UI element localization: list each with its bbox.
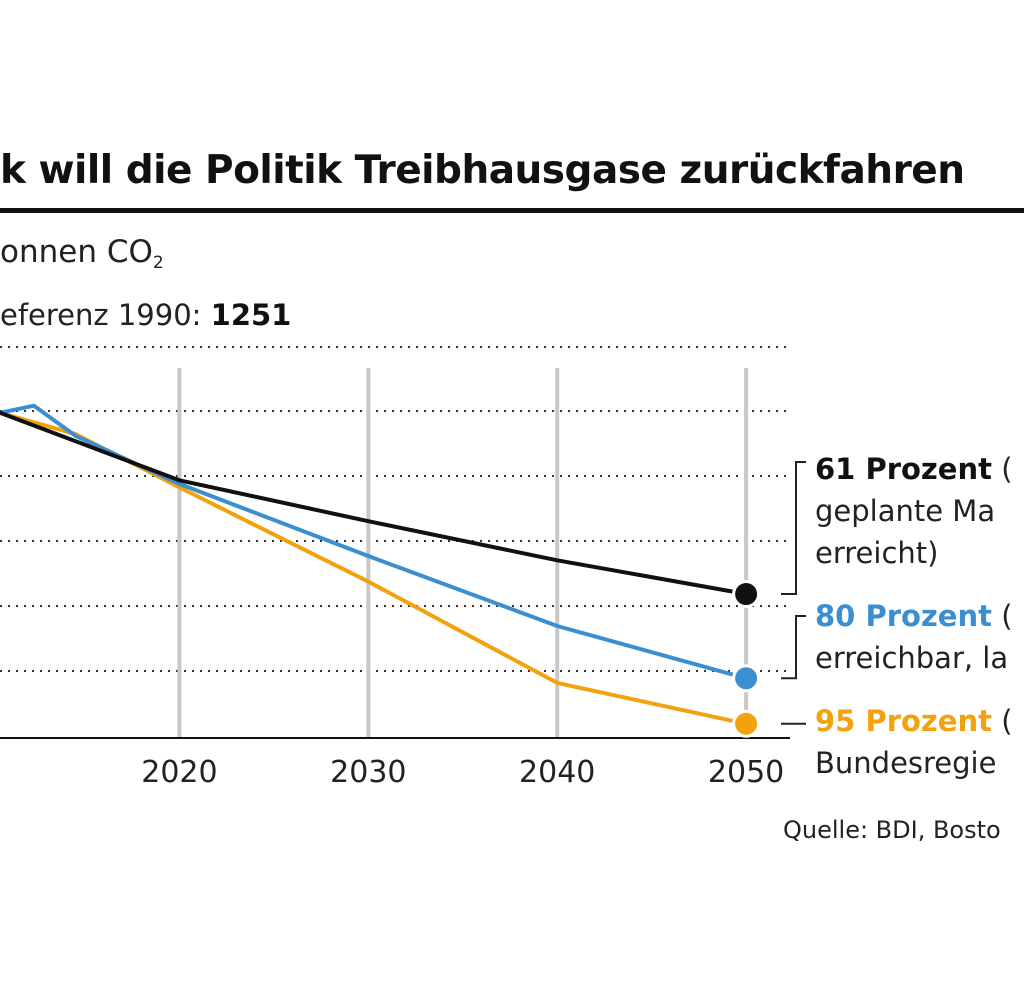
unit-subscript: 2	[152, 253, 164, 273]
series-end-marker-s61	[735, 583, 758, 606]
series-line-s80	[0, 403, 749, 681]
label-61-suffix: (	[992, 452, 1013, 486]
reference-label: eferenz 1990:	[0, 298, 211, 332]
series-line-s95	[0, 410, 749, 726]
label-61-head: 61 Prozent	[815, 452, 992, 486]
unit-label: onnen CO2	[0, 234, 164, 273]
x-tick-label-2040: 2040	[519, 755, 595, 790]
label-80-suffix: (	[992, 599, 1013, 633]
unit-label-text: onnen CO	[0, 234, 153, 270]
series-line-s61	[0, 410, 749, 596]
label-95-suffix: (	[992, 704, 1013, 738]
connector-80	[781, 615, 806, 680]
reference-note: eferenz 1990: 1251	[0, 298, 291, 332]
label-95-prozent: 95 Prozent ( Bundesregie	[815, 700, 1013, 784]
label-95-head: 95 Prozent	[815, 704, 992, 738]
connector-61	[781, 461, 806, 596]
label-95-line-1: Bundesregie	[815, 746, 997, 780]
x-tick-label-2030: 2030	[330, 755, 406, 790]
x-tick-label-2020: 2020	[141, 755, 217, 790]
title-divider	[0, 208, 1024, 213]
label-80-line-1: erreichbar, la	[815, 641, 1009, 675]
label-80-head: 80 Prozent	[815, 599, 992, 633]
series-end-marker-s80	[735, 667, 758, 690]
label-61-line-2: erreicht)	[815, 536, 939, 570]
label-61-line-1: geplante Ma	[815, 494, 996, 528]
series-end-marker-s95	[735, 712, 758, 735]
source-note: Quelle: BDI, Bosto	[783, 816, 1001, 844]
chart-title: k will die Politik Treibhausgase zurückf…	[0, 148, 965, 193]
label-61-prozent: 61 Prozent ( geplante Ma erreicht)	[815, 448, 1013, 574]
x-tick-label-2050: 2050	[708, 755, 784, 790]
reference-value: 1251	[210, 298, 292, 332]
label-80-prozent: 80 Prozent ( erreichbar, la	[815, 595, 1013, 679]
